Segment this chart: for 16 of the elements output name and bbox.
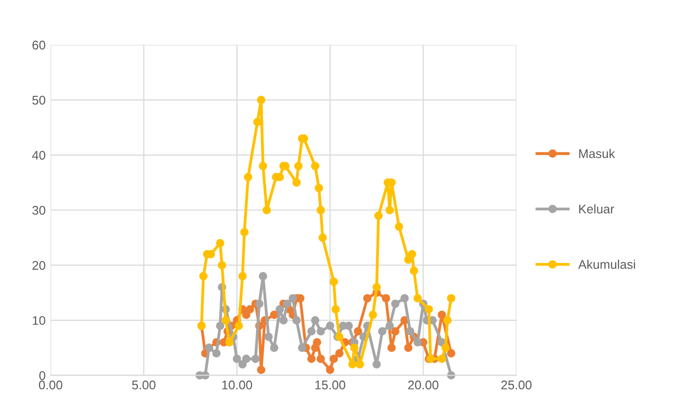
x-tick-label: 15.00 xyxy=(315,380,346,390)
x-tick-label: 25.00 xyxy=(501,380,532,390)
y-tick-label: 20 xyxy=(32,261,46,270)
x-tick-label: 20.00 xyxy=(408,380,438,390)
x-tick-label: 10.00 xyxy=(222,380,252,390)
x-tick-label: 0.00 xyxy=(38,380,62,390)
y-tick-label: 30 xyxy=(32,206,46,215)
y-tick-label: 0 xyxy=(39,371,46,380)
y-tick-label: 50 xyxy=(32,96,46,105)
legend-label: Keluar xyxy=(579,204,614,214)
y-tick-label: 60 xyxy=(32,40,46,50)
y-tick-label: 10 xyxy=(32,316,46,325)
x-tick-label: 5.00 xyxy=(132,380,156,390)
legend-label: Akumulasi xyxy=(578,260,636,269)
y-tick-label: 40 xyxy=(32,150,46,160)
legend-label: Masuk xyxy=(579,148,616,158)
